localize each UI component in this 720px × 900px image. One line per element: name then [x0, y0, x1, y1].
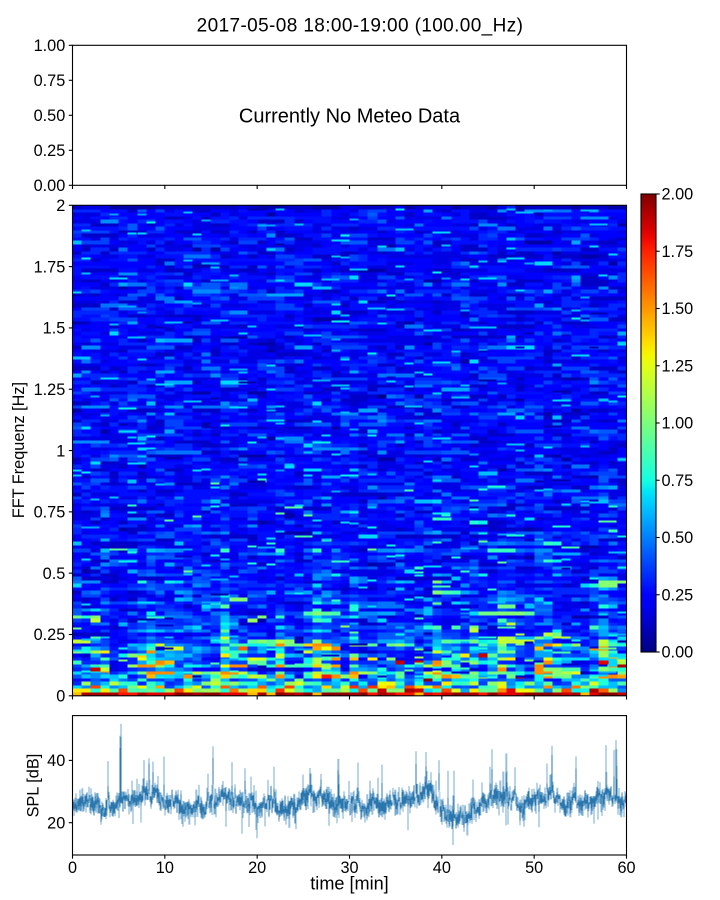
- svg-text:0.00: 0.00: [662, 644, 694, 662]
- svg-text:FFT Frequenz [Hz]: FFT Frequenz [Hz]: [10, 382, 28, 518]
- svg-text:2017-05-08 18:00-19:00 (100.00: 2017-05-08 18:00-19:00 (100.00_Hz): [197, 16, 524, 37]
- svg-text:30: 30: [340, 859, 358, 877]
- svg-text:1.50: 1.50: [662, 300, 694, 318]
- svg-text:0: 0: [56, 688, 65, 706]
- svg-text:60: 60: [617, 859, 635, 877]
- svg-text:40: 40: [433, 859, 451, 877]
- svg-text:0.75: 0.75: [34, 504, 66, 522]
- svg-text:0.25: 0.25: [662, 586, 694, 604]
- svg-text:0.00: 0.00: [34, 177, 66, 195]
- svg-text:time [min]: time [min]: [310, 874, 388, 894]
- svg-text:2.00: 2.00: [662, 186, 694, 204]
- svg-text:1.00: 1.00: [662, 415, 694, 433]
- svg-text:2: 2: [56, 197, 65, 215]
- svg-text:1.75: 1.75: [34, 258, 66, 276]
- svg-text:0.50: 0.50: [662, 529, 694, 547]
- svg-text:0.5: 0.5: [43, 565, 66, 583]
- svg-text:1.00: 1.00: [34, 37, 66, 55]
- svg-text:0.25: 0.25: [34, 626, 66, 644]
- svg-text:0.50: 0.50: [34, 107, 66, 125]
- svg-text:0.75: 0.75: [34, 72, 66, 90]
- svg-text:50: 50: [525, 859, 543, 877]
- svg-text:1.25: 1.25: [662, 357, 694, 375]
- svg-text:10: 10: [156, 859, 174, 877]
- svg-text:0: 0: [68, 859, 77, 877]
- svg-text:1.75: 1.75: [662, 243, 694, 261]
- svg-text:1.25: 1.25: [34, 381, 66, 399]
- svg-text:1.5: 1.5: [43, 320, 66, 338]
- svg-text:1: 1: [56, 442, 65, 460]
- svg-text:0.25: 0.25: [34, 142, 66, 160]
- svg-text:20: 20: [47, 814, 65, 832]
- svg-text:40: 40: [47, 752, 65, 770]
- svg-text:20: 20: [248, 859, 266, 877]
- svg-text:SPL [dB]: SPL [dB]: [25, 754, 43, 818]
- svg-text:0.75: 0.75: [662, 472, 694, 490]
- svg-text:Currently No Meteo Data: Currently No Meteo Data: [239, 105, 461, 127]
